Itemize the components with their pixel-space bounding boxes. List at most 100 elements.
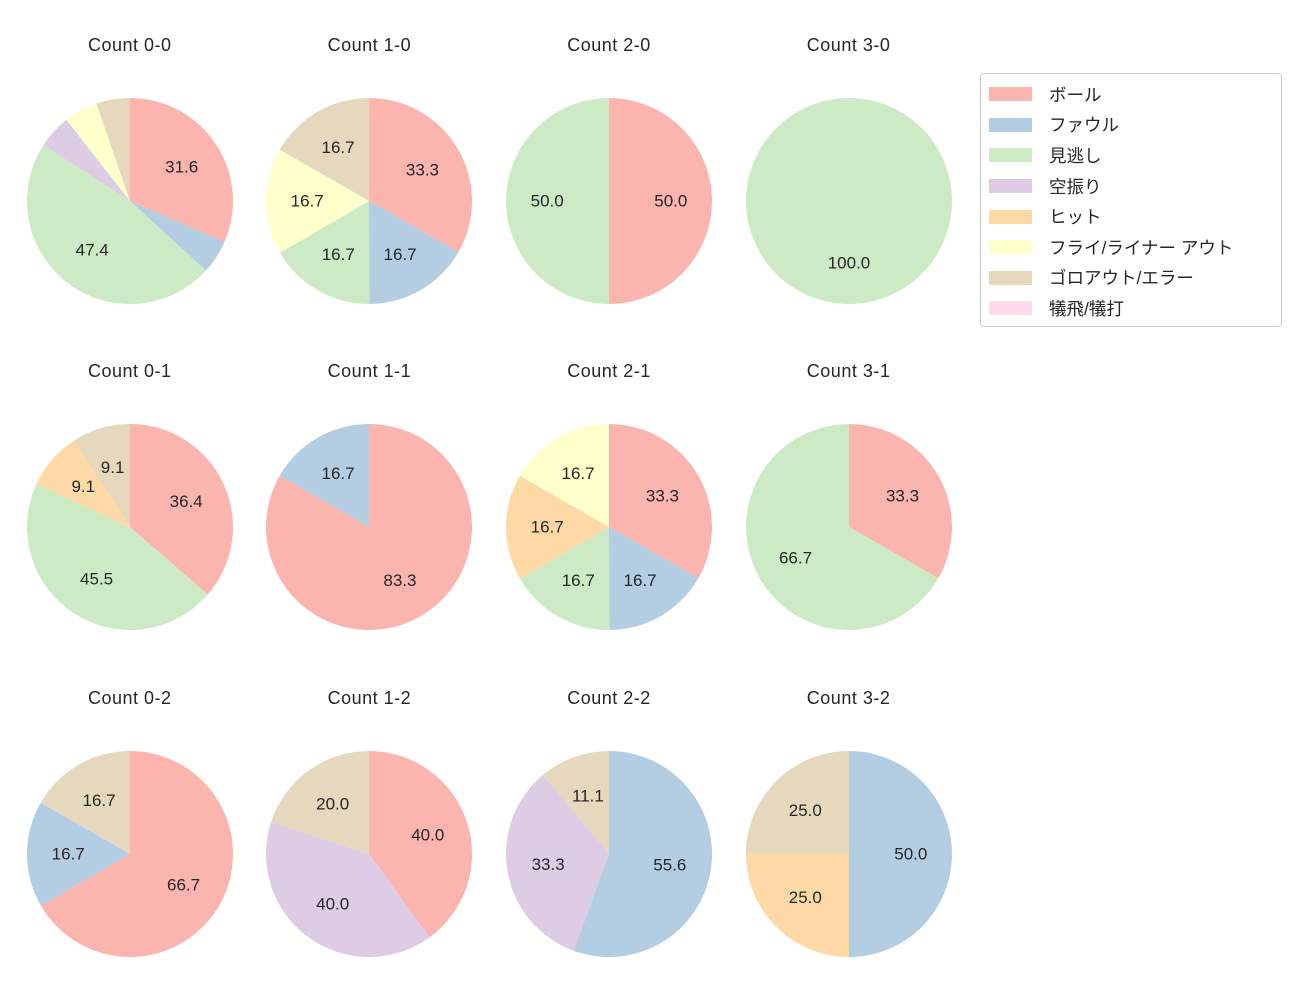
chart-title: Count 0-0 <box>88 35 172 55</box>
chart-title: Count 2-0 <box>567 35 651 55</box>
chart-cell-count-3-2: Count 3-2 50.0 25.0 25.0 <box>745 669 952 963</box>
chart-cell-count-1-0: Count 1-0 33.3 16.7 16.7 16.7 16.7 <box>266 16 473 310</box>
legend-item: ゴロアウト/エラー <box>989 263 1281 294</box>
chart-title: Count 3-2 <box>806 687 891 708</box>
pie-slice <box>745 98 952 304</box>
pie-count-3-1: 33.3 66.7 <box>745 424 952 631</box>
slice-percentage-label: 50.0 <box>654 192 687 211</box>
pie-slice <box>266 821 430 957</box>
slice-percentage-label: 66.7 <box>167 875 200 894</box>
slice-percentage-label: 33.3 <box>886 487 919 506</box>
pie-slice <box>40 750 130 854</box>
slice-percentage-label: 16.7 <box>51 844 84 863</box>
legend-item-label: フライ/ライナー アウト <box>1049 237 1234 258</box>
legend-color-swatch-icon <box>989 179 1032 194</box>
chart-cell-count-0-0: Count 0-0 31.6 47.4 <box>26 16 233 310</box>
pie-slice <box>36 440 130 528</box>
pie-slice <box>129 201 225 271</box>
legend-color-swatch-icon <box>989 240 1032 255</box>
legend-item: 犠飛/犠打 <box>989 293 1281 324</box>
slice-percentage-label: 66.7 <box>779 549 812 568</box>
chart-cell-count-2-1: Count 2-1 33.3 16.7 16.7 16.7 16.7 <box>505 342 712 636</box>
chart-title: Count 1-0 <box>327 35 412 55</box>
pie-slice <box>266 149 370 253</box>
pie-slice <box>608 527 699 631</box>
chart-cell-count-0-1: Count 0-1 36.4 45.5 9.1 9.1 <box>26 342 233 636</box>
pie-slice <box>369 201 459 304</box>
legend-color-swatch-icon <box>989 301 1032 316</box>
pie-count-1-2: 40.0 40.0 20.0 <box>266 750 473 957</box>
slice-percentage-label: 16.7 <box>82 791 115 810</box>
chart-title: Count 3-1 <box>806 361 891 382</box>
pie-slice <box>66 103 130 201</box>
pie-slice <box>43 119 130 201</box>
pie-slice <box>96 98 130 201</box>
pie-slice <box>280 98 370 201</box>
pie-slice <box>271 750 370 854</box>
slice-percentage-label: 16.7 <box>322 138 355 157</box>
pie-count-1-1: 83.3 16.7 <box>266 424 473 631</box>
legend-item: 見逃し <box>989 140 1281 171</box>
pie-slice <box>745 750 849 854</box>
pie-slice <box>848 750 952 957</box>
pie-count-3-0: 100.0 <box>745 98 952 304</box>
chart-title: Count 1-2 <box>327 687 412 708</box>
pie-slice <box>608 98 712 304</box>
chart-cell-count-1-2: Count 1-2 40.0 40.0 20.0 <box>266 669 473 963</box>
slice-percentage-label: 16.7 <box>624 571 657 590</box>
slice-percentage-label: 31.6 <box>165 158 198 177</box>
slice-percentage-label: 16.7 <box>562 464 595 483</box>
chart-title: Count 2-1 <box>567 361 651 382</box>
legend-color-swatch-icon <box>989 117 1032 132</box>
slice-percentage-label: 16.7 <box>562 571 595 590</box>
legend-item-label: ヒット <box>1049 207 1102 228</box>
chart-title: Count 1-1 <box>327 361 412 382</box>
slice-percentage-label: 45.5 <box>80 570 113 589</box>
pie-slice <box>40 750 233 957</box>
pie-slice <box>280 424 370 528</box>
pie-slice <box>369 750 473 937</box>
slice-percentage-label: 16.7 <box>322 464 355 483</box>
chart-cell-count-2-0: Count 2-0 50.0 50.0 <box>506 16 712 310</box>
pie-slice <box>26 802 130 906</box>
pie-count-3-2: 50.0 25.0 25.0 <box>745 750 952 957</box>
chart-title: Count 2-2 <box>567 687 651 708</box>
pie-slice <box>519 527 610 631</box>
legend-item-label: ファウル <box>1049 115 1119 136</box>
slice-percentage-label: 33.3 <box>406 160 439 179</box>
pie-count-2-0: 50.0 50.0 <box>506 98 712 304</box>
legend-item-label: 見逃し <box>1049 145 1102 166</box>
legend-item: ヒット <box>989 201 1281 232</box>
pie-count-2-2: 55.6 33.3 11.1 <box>505 750 712 957</box>
chart-title: Count 3-0 <box>806 35 891 55</box>
legend-color-swatch-icon <box>989 87 1032 102</box>
slice-percentage-label: 16.7 <box>531 518 564 537</box>
slice-percentage-label: 36.4 <box>169 492 202 511</box>
pie-slice <box>26 484 208 631</box>
slice-percentage-label: 83.3 <box>384 571 417 590</box>
slice-percentage-label: 11.1 <box>572 786 604 805</box>
pie-count-0-0: 31.6 47.4 <box>26 98 233 305</box>
pie-chart-grid: Count 0-0 31.6 47.4 Count 1-0 33.3 16.7 16.… <box>10 0 968 979</box>
legend-item: ファウル <box>989 110 1281 141</box>
pie-slice <box>280 201 370 305</box>
pie-slice <box>505 774 609 951</box>
slice-percentage-label: 16.7 <box>384 245 417 264</box>
legend-item: 空振り <box>989 171 1281 202</box>
pie-slice <box>542 750 609 854</box>
chart-cell-count-3-1: Count 3-1 33.3 66.7 <box>745 342 952 636</box>
legend: ボール ファウル 見逃し 空振り ヒット フライ/ライナー アウト ゴロアウト/… <box>980 73 1282 327</box>
pie-slice <box>519 424 609 528</box>
slice-percentage-label: 16.7 <box>322 245 355 264</box>
legend-color-swatch-icon <box>989 270 1032 285</box>
slice-percentage-label: 9.1 <box>71 477 95 496</box>
chart-title: Count 0-2 <box>88 687 172 708</box>
chart-cell-count-3-0: Count 3-0 100.0 <box>745 16 952 310</box>
slice-percentage-label: 40.0 <box>412 825 445 844</box>
legend-item-label: ゴロアウト/エラー <box>1049 268 1194 289</box>
pie-slice <box>129 424 233 595</box>
pie-slice <box>74 424 130 528</box>
pie-slice <box>506 98 609 304</box>
legend-item: フライ/ライナー アウト <box>989 232 1281 263</box>
